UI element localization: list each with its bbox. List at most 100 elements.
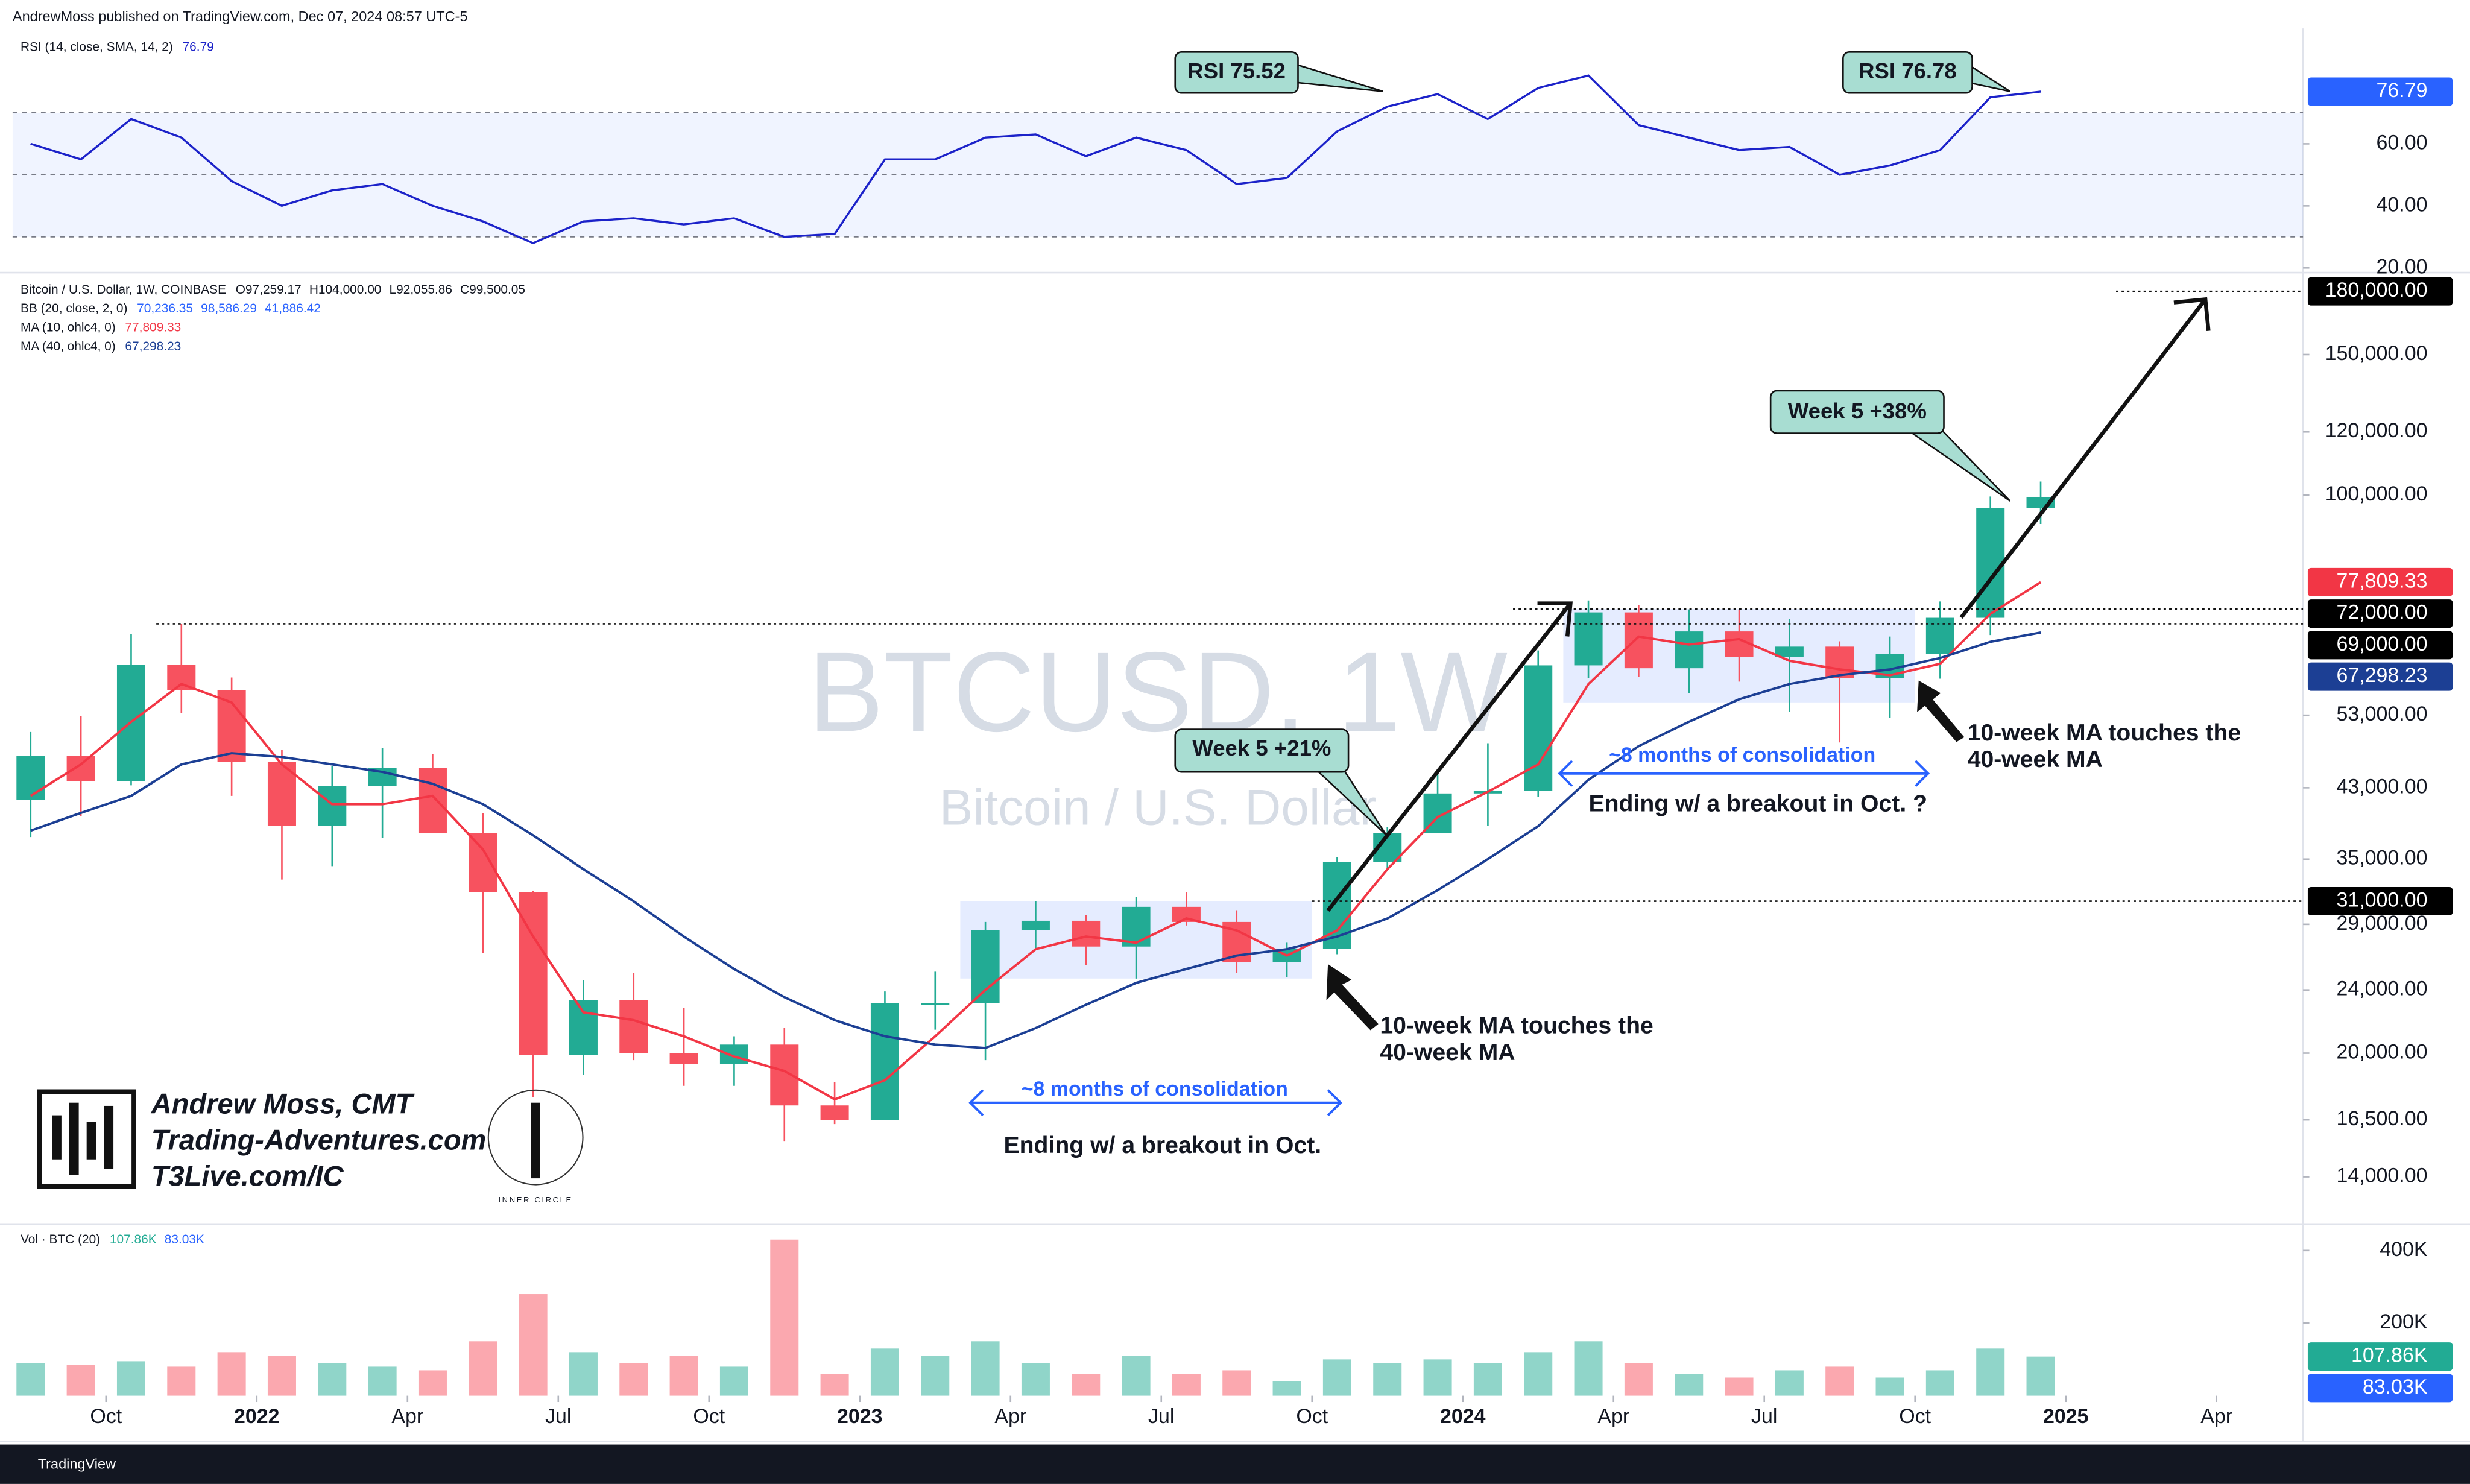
volume-bar bbox=[469, 1341, 497, 1396]
branding: Andrew Moss, CMT Trading-Adventures.com … bbox=[37, 1087, 584, 1204]
callout-text: Week 5 +21% bbox=[1192, 736, 1331, 760]
callout-text: RSI 76.78 bbox=[1859, 58, 1957, 83]
legend-name: MA (40, ohlc4, 0) bbox=[21, 339, 116, 353]
price-label: 77,809.33 bbox=[2336, 569, 2427, 592]
legend-reading: 83.03K bbox=[165, 1232, 204, 1246]
volume-bar bbox=[870, 1348, 899, 1396]
y-tick-label: 53,000.00 bbox=[2336, 703, 2427, 725]
volume-bar bbox=[418, 1370, 447, 1396]
volume-bar bbox=[820, 1374, 849, 1396]
x-tick-label: Oct bbox=[693, 1405, 725, 1428]
x-tick-label: Jul bbox=[545, 1405, 571, 1428]
price-label-box bbox=[2307, 599, 2453, 628]
price-label: 31,000.00 bbox=[2336, 888, 2427, 911]
volume-bar bbox=[66, 1365, 95, 1396]
y-tick-label: 20.00 bbox=[2377, 255, 2428, 278]
volume-bar bbox=[1373, 1363, 1402, 1396]
annotation: Ending w/ a breakout in Oct. bbox=[1003, 1132, 1321, 1158]
x-tick-label: 2023 bbox=[837, 1405, 883, 1428]
volume-bar bbox=[217, 1352, 246, 1396]
volume-bar bbox=[1172, 1374, 1201, 1396]
legend: MA (40, ohlc4, 0) 67,298.23 bbox=[21, 339, 181, 353]
price-label-box bbox=[2307, 567, 2453, 596]
callout-text: RSI 75.52 bbox=[1187, 58, 1286, 83]
volume-bar bbox=[1524, 1352, 1553, 1396]
legend-name: RSI (14, close, SMA, 14, 2) bbox=[21, 40, 173, 54]
volume-bar bbox=[1322, 1359, 1351, 1396]
volume-bar bbox=[1976, 1348, 2005, 1396]
volume-bar bbox=[669, 1356, 698, 1396]
candle-body bbox=[418, 768, 447, 834]
legend: BB (20, close, 2, 0) 70,236.35 98,586.29 41… bbox=[21, 302, 321, 315]
plot: 14,000.00 16,500.00 20,000.00 24,000.00 29,0… bbox=[12, 74, 2453, 1428]
annotation: 40-week MA bbox=[1380, 1040, 1515, 1066]
candle-body bbox=[1021, 920, 1050, 930]
y-tick-label: 40.00 bbox=[2377, 193, 2428, 216]
trend-arrows bbox=[1326, 297, 2211, 912]
price-label: 180,000.00 bbox=[2325, 279, 2428, 302]
legend-name: Vol · BTC (20) bbox=[21, 1232, 100, 1246]
volume-bar bbox=[719, 1366, 748, 1396]
legend: Bitcoin / U.S. Dollar, 1W, COINBASE O97,2… bbox=[21, 282, 525, 296]
x-tick-label: Apr bbox=[391, 1405, 423, 1428]
volume-bar bbox=[1473, 1363, 1502, 1396]
x-tick-label: 2024 bbox=[1440, 1405, 1486, 1428]
logo-bar bbox=[104, 1105, 114, 1169]
volume-bar bbox=[519, 1294, 548, 1396]
arrow-head bbox=[2173, 297, 2211, 332]
candle-body bbox=[820, 1105, 849, 1120]
candle-body bbox=[921, 1003, 950, 1005]
volume-bar bbox=[116, 1361, 145, 1396]
volume-bar bbox=[1423, 1359, 1452, 1396]
x-tick-label: Oct bbox=[90, 1405, 122, 1428]
volume-bar bbox=[1725, 1377, 1754, 1396]
annotations: RSI 75.52 RSI 76.78 Week 5 +21% Week 5 +… bbox=[968, 51, 2241, 1158]
callout bbox=[1174, 728, 1350, 773]
arrow bbox=[1959, 298, 2207, 619]
annotation: 10-week MA touches the bbox=[1968, 720, 2241, 746]
ma-line bbox=[30, 631, 2041, 1050]
inner-circle-logo bbox=[487, 1089, 584, 1186]
volume-bar bbox=[2026, 1356, 2055, 1396]
legend-reading: 41,886.42 bbox=[265, 302, 321, 315]
candle-body bbox=[770, 1044, 799, 1106]
y-tick-label: 35,000.00 bbox=[2336, 847, 2427, 870]
annotation: 40-week MA bbox=[1968, 747, 2103, 772]
logo-bar bbox=[86, 1122, 96, 1160]
legend-reading: L92,055.86 bbox=[389, 282, 452, 296]
volume-bar bbox=[619, 1363, 648, 1396]
price-label-box bbox=[2307, 887, 2453, 916]
candle-body bbox=[318, 786, 347, 826]
volume-bar bbox=[1675, 1374, 1704, 1396]
publisher: AndrewMoss published on TradingView.com,… bbox=[13, 8, 468, 24]
price-label-box bbox=[2307, 77, 2453, 106]
x-tick-label: 2022 bbox=[234, 1405, 280, 1428]
y-tick-label: 43,000.00 bbox=[2336, 775, 2427, 798]
legend-reading: 98,586.29 bbox=[201, 302, 257, 315]
y-tick-label: 16,500.00 bbox=[2336, 1107, 2427, 1130]
x-tick-label: Oct bbox=[1296, 1405, 1328, 1428]
brand-line: T3Live.com/IC bbox=[151, 1160, 344, 1192]
layout bbox=[0, 28, 2470, 1484]
legend: RSI (14, close, SMA, 14, 2) 76.79 bbox=[21, 40, 214, 54]
callout bbox=[1174, 51, 1299, 94]
x-tick-label: Jul bbox=[1751, 1405, 1777, 1428]
candle-body bbox=[1072, 920, 1101, 947]
volume-bar bbox=[16, 1363, 45, 1396]
watermark-sub: Bitcoin / U.S. Dollar bbox=[940, 779, 1377, 836]
price-label: 76.79 bbox=[2377, 79, 2428, 102]
x-tick-label: 2025 bbox=[2043, 1405, 2089, 1428]
price-label: 107.86K bbox=[2351, 1344, 2428, 1367]
callout bbox=[1769, 390, 1945, 434]
brand-line: Trading-Adventures.com bbox=[151, 1123, 487, 1155]
legend-name: BB (20, close, 2, 0) bbox=[21, 302, 128, 315]
y-tick-label: 100,000.00 bbox=[2325, 482, 2428, 505]
candle-body bbox=[669, 1053, 698, 1064]
price-label-box bbox=[2307, 662, 2453, 691]
pointer-arrow bbox=[1917, 680, 1965, 742]
price-label-box bbox=[2307, 277, 2453, 306]
legend: MA (10, ohlc4, 0) 77,809.33 bbox=[21, 320, 181, 334]
y-tick-label: 150,000.00 bbox=[2325, 342, 2428, 365]
footer-bar bbox=[0, 1444, 2470, 1484]
